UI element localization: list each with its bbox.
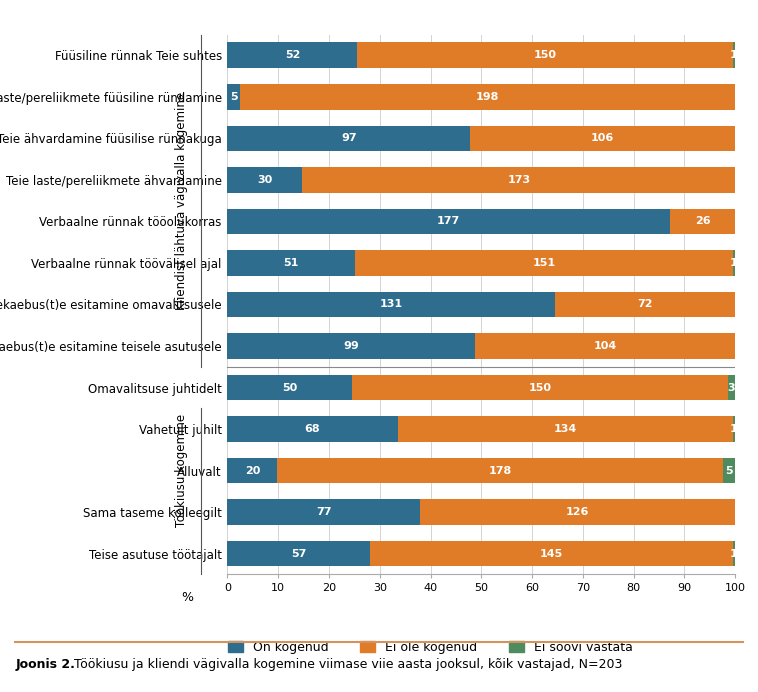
Bar: [397, 416, 733, 442]
Bar: [733, 42, 735, 69]
Bar: [227, 374, 352, 401]
Bar: [555, 291, 735, 318]
Text: 1: 1: [730, 549, 738, 558]
Bar: [227, 416, 397, 442]
Text: 52: 52: [285, 51, 300, 60]
Bar: [733, 540, 735, 567]
Text: 72: 72: [637, 300, 653, 309]
Text: 5: 5: [230, 92, 237, 102]
Text: 1: 1: [730, 424, 738, 434]
Bar: [370, 540, 733, 567]
Bar: [420, 499, 735, 525]
Bar: [352, 374, 728, 401]
Bar: [227, 540, 370, 567]
Bar: [227, 42, 358, 69]
Text: 77: 77: [316, 507, 331, 517]
Bar: [670, 208, 735, 235]
Text: 104: 104: [594, 341, 617, 351]
Text: 30: 30: [257, 175, 273, 185]
Text: 5: 5: [725, 466, 733, 475]
Text: 173: 173: [507, 175, 531, 185]
Bar: [227, 125, 470, 152]
Text: Töökiusu ja kliendi vägivalla kogemine viimase viie aasta jooksul, kõik vastajad: Töökiusu ja kliendi vägivalla kogemine v…: [70, 658, 622, 671]
Text: 198: 198: [476, 92, 500, 102]
Bar: [355, 250, 733, 276]
Text: 51: 51: [283, 258, 299, 268]
Text: 1: 1: [730, 51, 738, 60]
Bar: [728, 374, 735, 401]
Legend: On kogenud, Ei ole kogenud, Ei soovi vastata: On kogenud, Ei ole kogenud, Ei soovi vas…: [222, 635, 639, 660]
Text: 3: 3: [728, 383, 735, 392]
Bar: [470, 125, 735, 152]
Text: 178: 178: [488, 466, 512, 475]
Text: 177: 177: [437, 217, 460, 226]
Text: 145: 145: [540, 549, 563, 558]
Text: 106: 106: [591, 134, 614, 143]
Text: 20: 20: [245, 466, 260, 475]
Bar: [358, 42, 733, 69]
Bar: [227, 499, 420, 525]
Text: 131: 131: [380, 300, 402, 309]
Text: 57: 57: [291, 549, 306, 558]
Bar: [227, 84, 240, 110]
Bar: [227, 457, 277, 484]
Bar: [227, 167, 302, 193]
Bar: [227, 291, 555, 318]
Text: 134: 134: [553, 424, 577, 434]
Bar: [302, 167, 735, 193]
Text: Töökiusu kogemine: Töökiusu kogemine: [175, 415, 189, 527]
Bar: [240, 84, 735, 110]
Text: 99: 99: [343, 341, 359, 351]
Text: 126: 126: [566, 507, 589, 517]
Text: 97: 97: [341, 134, 356, 143]
Bar: [227, 208, 670, 235]
Text: 50: 50: [282, 383, 298, 392]
Text: %: %: [180, 591, 193, 604]
Bar: [227, 250, 355, 276]
Text: Joonis 2.: Joonis 2.: [15, 658, 75, 671]
Bar: [733, 250, 735, 276]
Text: 150: 150: [528, 383, 552, 392]
Bar: [475, 333, 735, 359]
Text: 151: 151: [532, 258, 556, 268]
Bar: [277, 457, 722, 484]
Text: 1: 1: [730, 258, 738, 268]
Text: Kliendist lähtuva vägivalla kogemine: Kliendist lähtuva vägivalla kogemine: [175, 91, 189, 310]
Text: 26: 26: [695, 217, 710, 226]
Bar: [733, 416, 735, 442]
Text: 150: 150: [534, 51, 556, 60]
Text: 68: 68: [305, 424, 321, 434]
Bar: [227, 333, 475, 359]
Bar: [722, 457, 735, 484]
